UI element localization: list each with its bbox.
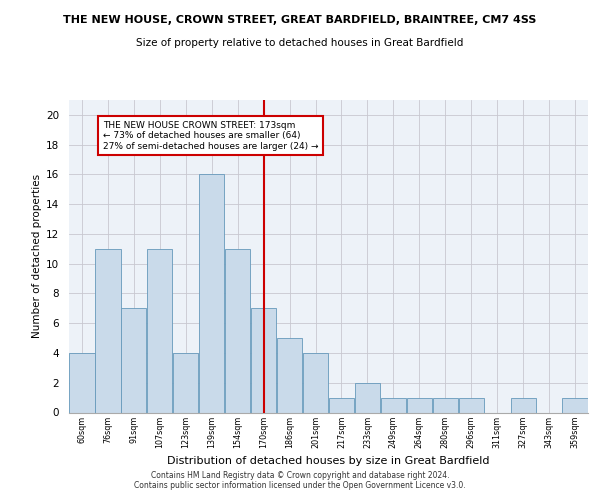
Bar [407,398,432,412]
X-axis label: Distribution of detached houses by size in Great Bardfield: Distribution of detached houses by size … [167,456,490,466]
Bar [329,398,354,412]
Bar [95,249,121,412]
Text: Contains HM Land Registry data © Crown copyright and database right 2024.
Contai: Contains HM Land Registry data © Crown c… [134,470,466,490]
Y-axis label: Number of detached properties: Number of detached properties [32,174,42,338]
Bar [225,249,250,412]
Bar [121,308,146,412]
Bar [173,353,199,412]
Bar [381,398,406,412]
Bar [303,353,328,412]
Bar [147,249,172,412]
Bar [511,398,536,412]
Bar [458,398,484,412]
Text: THE NEW HOUSE, CROWN STREET, GREAT BARDFIELD, BRAINTREE, CM7 4SS: THE NEW HOUSE, CROWN STREET, GREAT BARDF… [64,15,536,25]
Bar [562,398,587,412]
Bar [70,353,95,412]
Bar [355,382,380,412]
Bar [199,174,224,412]
Bar [251,308,276,412]
Text: THE NEW HOUSE CROWN STREET: 173sqm
← 73% of detached houses are smaller (64)
27%: THE NEW HOUSE CROWN STREET: 173sqm ← 73%… [103,121,318,150]
Text: Size of property relative to detached houses in Great Bardfield: Size of property relative to detached ho… [136,38,464,48]
Bar [433,398,458,412]
Bar [277,338,302,412]
